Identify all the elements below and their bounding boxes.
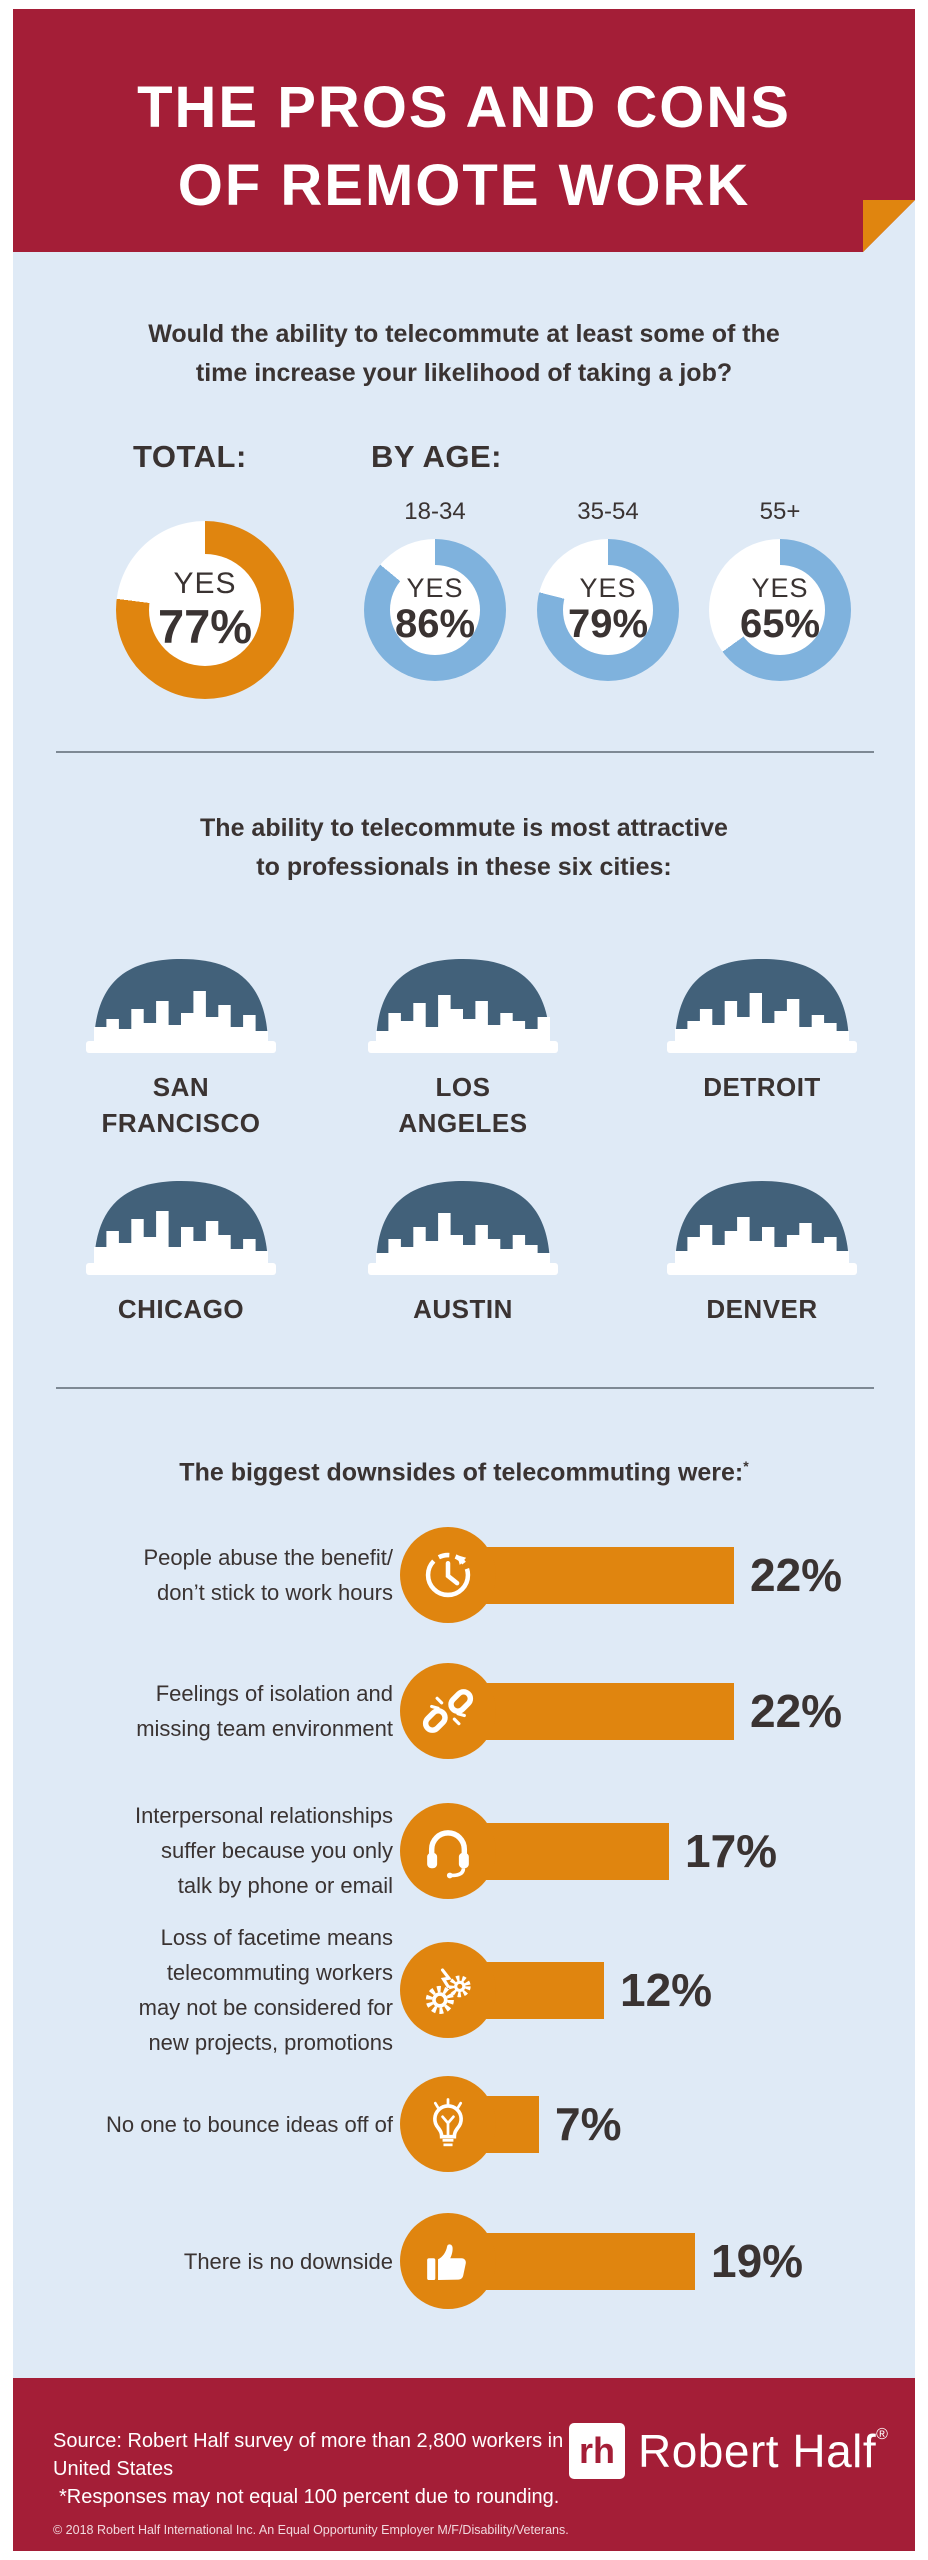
donut-center: YES 86% bbox=[390, 565, 480, 655]
city-name-denver: DENVER bbox=[706, 1294, 818, 1324]
city-name-chicago: CHICAGO bbox=[117, 1294, 245, 1324]
total-label: TOTAL: bbox=[133, 439, 247, 474]
copyright-text: © 2018 Robert Half International Inc. An… bbox=[53, 2523, 569, 2537]
donut-chart-age-55-plus: YES 65% bbox=[709, 539, 851, 681]
donut-percent-value: 79% bbox=[567, 601, 649, 646]
header-banner: THE PROS AND CONS OF REMOTE WORK bbox=[13, 9, 915, 252]
by-age-label: BY AGE: bbox=[371, 439, 502, 474]
downside-label: There is no downside bbox=[183, 2249, 393, 2274]
donut-percent-value: 77% bbox=[157, 599, 253, 653]
donut-percent-value: 86% bbox=[394, 601, 476, 646]
asterisk-note-marker: * bbox=[743, 1458, 749, 1474]
downside-icon-circle bbox=[400, 2076, 496, 2172]
downside-percent: 19% bbox=[711, 2235, 804, 2287]
downside-percent: 22% bbox=[750, 1685, 843, 1737]
downside-icon-circle bbox=[400, 1527, 496, 1623]
lightbulb-icon bbox=[433, 2098, 463, 2147]
age-group-label: 35-54 bbox=[577, 498, 639, 525]
downside-label: Feelings of isolation and missing team e… bbox=[136, 1681, 393, 1741]
registered-mark: ® bbox=[876, 2426, 889, 2443]
infographic-sheet: THE PROS AND CONS OF REMOTE WORK Would t… bbox=[13, 9, 915, 2551]
divider bbox=[56, 751, 874, 753]
city-name-austin: AUSTIN bbox=[413, 1294, 513, 1324]
downside-label: Interpersonal relationships suffer becau… bbox=[134, 1803, 393, 1898]
city-skyline-los-angeles bbox=[368, 959, 558, 1053]
donut-chart-age-18-34: YES 86% bbox=[364, 539, 506, 681]
thumbs-up-icon bbox=[427, 2244, 466, 2281]
donut-answer-label: YES bbox=[406, 572, 464, 603]
page-title: THE PROS AND CONS OF REMOTE WORK bbox=[137, 75, 791, 218]
downside-percent: 22% bbox=[750, 1549, 843, 1601]
downside-percent: 12% bbox=[620, 1964, 713, 2016]
divider bbox=[56, 1387, 874, 1389]
gears-icon bbox=[425, 1968, 471, 2015]
age-group-label: 18-34 bbox=[404, 498, 466, 525]
city-skyline-denver bbox=[667, 1181, 857, 1275]
donut-chart-age-35-54: YES 79% bbox=[537, 539, 679, 681]
donut-center: YES 65% bbox=[735, 565, 825, 655]
donut-answer-label: YES bbox=[579, 572, 637, 603]
downside-icon-circle bbox=[400, 2213, 496, 2309]
downside-label: People abuse the benefit/ don’t stick to… bbox=[143, 1545, 393, 1605]
downsides-heading-text: The biggest downsides of telecommuting w… bbox=[179, 1458, 744, 1487]
donut-percent-value: 65% bbox=[739, 601, 821, 646]
city-skyline-detroit bbox=[667, 959, 857, 1053]
cities-heading: The ability to telecommute is most attra… bbox=[200, 814, 728, 881]
city-name-detroit: DETROIT bbox=[703, 1072, 821, 1102]
rh-logo-text: Robert Half bbox=[638, 2425, 877, 2477]
city-name-san-francisco: SAN FRANCISCO bbox=[101, 1072, 261, 1138]
downside-label: Loss of facetime means telecommuting wor… bbox=[138, 1925, 393, 2055]
donut-answer-label: YES bbox=[751, 572, 809, 603]
donut-center: YES 77% bbox=[148, 553, 262, 667]
footer-banner bbox=[13, 2378, 915, 2551]
city-skyline-austin bbox=[368, 1181, 558, 1275]
downside-icon-circle bbox=[400, 1942, 496, 2038]
source-text: Source: Robert Half survey of more than … bbox=[53, 2430, 597, 2480]
donut-answer-label: YES bbox=[173, 566, 237, 600]
downsides-heading: The biggest downsides of telecommuting w… bbox=[13, 1447, 915, 1492]
donut-center: YES 79% bbox=[563, 565, 653, 655]
broken-link-icon bbox=[422, 1689, 474, 1733]
downside-icon-circle bbox=[400, 1803, 496, 1899]
donut-chart-total: YES 77% bbox=[116, 521, 294, 699]
city-skyline-chicago bbox=[86, 1181, 276, 1275]
city-name-los-angeles: LOS ANGELES bbox=[398, 1072, 528, 1138]
downside-percent: 17% bbox=[685, 1825, 778, 1877]
downside-percent: 7% bbox=[555, 2098, 622, 2150]
downside-label: No one to bounce ideas off of bbox=[105, 2112, 393, 2137]
robert-half-logo: rh Robert Half® bbox=[569, 2423, 888, 2479]
headset-icon bbox=[427, 1830, 469, 1879]
corner-fold-decoration bbox=[863, 200, 915, 252]
clock-icon bbox=[425, 1552, 471, 1598]
rh-logo-wordmark: Robert Half® bbox=[638, 2424, 888, 2478]
rounding-note: *Responses may not equal 100 percent due… bbox=[59, 2486, 560, 2508]
city-skyline-san-francisco bbox=[86, 959, 276, 1053]
age-group-label: 55+ bbox=[759, 498, 801, 525]
downside-icon-circle bbox=[400, 1663, 496, 1759]
rh-logo-mark: rh bbox=[569, 2423, 625, 2479]
survey-question: Would the ability to telecommute at leas… bbox=[148, 320, 780, 387]
